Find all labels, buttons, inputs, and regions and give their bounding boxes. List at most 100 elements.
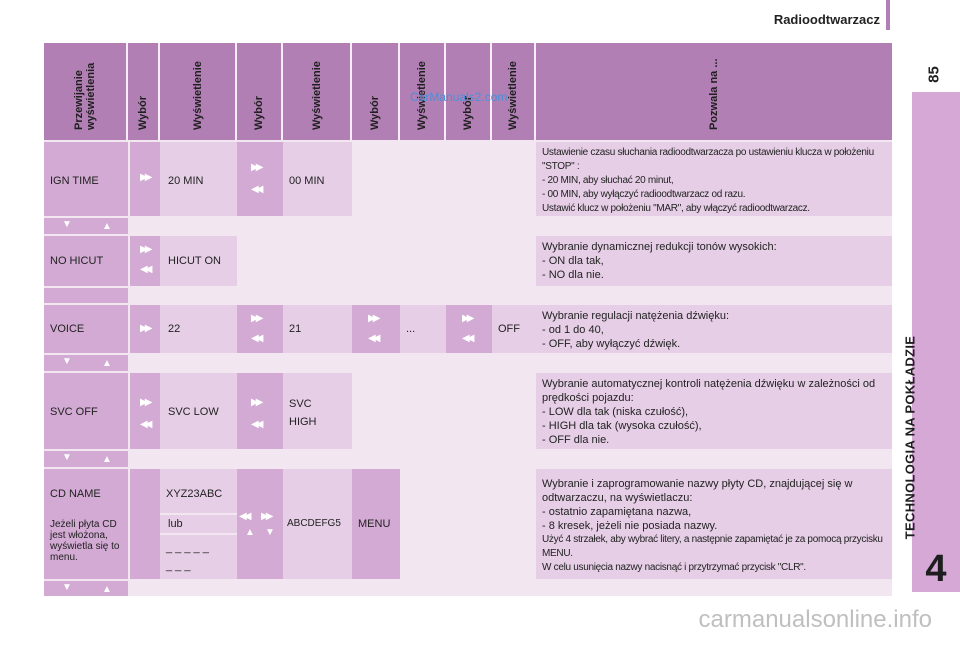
description-text: Wybranie i zaprogramowanie nazwy płyty C… [542,478,853,504]
row-name: SVC OFF [50,406,98,418]
scroll-cell: ▼ ▲ [44,581,128,596]
description-cell: Wybranie regulacji natężenia dźwięku: - … [536,305,892,353]
display-value: SVC [289,398,312,410]
rewind-icon: ◀◀ [239,511,252,522]
display-value: SVC LOW [168,406,219,418]
description-item: - 20 MIN, aby słuchać 20 minut, [542,175,674,186]
row-name-cell: CD NAME Jeżeli płyta CD jest włożona, wy… [44,469,128,579]
description-text: Wybranie dynamicznej redukcji tonów wyso… [542,241,777,253]
down-arrow-icon: ▼ [62,582,72,593]
display-value: HIGH [289,416,317,428]
col-header-display: Wyświetlenie [400,43,446,140]
display-cell: 20 MIN [160,142,237,216]
fast-forward-icon: ▶▶ [140,397,153,408]
down-arrow-icon: ▼ [62,452,72,463]
col-label: Wybór [253,95,265,130]
col-header-allows: Pozwala na ... [536,43,892,140]
display-value: HICUT ON [168,255,221,267]
select-cell: ▶▶ ◀◀ [130,373,160,449]
col-label: Wyświetlenie [310,61,323,130]
description-item: - HIGH dla tak (wysoka czułość), [542,420,702,432]
description-text: Ustawić klucz w położeniu "MAR", aby włą… [542,203,810,214]
up-arrow-icon: ▲ [102,454,112,465]
description-text: Użyć 4 strzałek, aby wybrać litery, a na… [542,534,883,559]
rewind-icon: ◀◀ [368,333,381,344]
col-header-display: Wyświetlenie [492,43,536,140]
display-value: XYZ23ABC [166,488,223,500]
col-label: Wyświetlenie [507,61,519,130]
select-cell: ◀◀ ▶▶ ▲ ▼ [237,469,283,579]
row-name: VOICE [50,323,85,335]
select-cell: ▶▶ ◀◀ [352,305,400,353]
or-label: lub [168,518,183,530]
rewind-icon: ◀◀ [251,333,264,344]
display-cell: ABCDEFG5 [283,469,352,579]
watermark-top: CarManuals2.com [410,90,508,104]
display-value: ... [406,323,416,335]
description-item: - NO dla nie. [542,269,604,281]
rewind-icon: ◀◀ [251,184,264,195]
col-header-display: Wyświetlenie [283,43,352,140]
row-name-cell: IGN TIME [44,142,128,216]
fast-forward-icon: ▶▶ [140,323,153,334]
display-cell: HICUT ON [160,236,237,286]
description-text: Ustawienie czasu słuchania radioodtwarza… [542,147,874,172]
col-header-select: Wybór [128,43,160,140]
scroll-cell [44,288,128,303]
display-cell: 21 [283,305,352,353]
description-cell: Wybranie automatycznej kontroli natężeni… [536,373,892,449]
row-note: Jeżeli płyta CD jest włożona, wyświetla … [50,519,120,563]
down-arrow-icon: ▼ [265,527,275,538]
watermark-bottom: carmanualsonline.info [698,606,932,633]
display-value: _ _ _ [166,560,191,572]
fast-forward-icon: ▶▶ [251,313,264,324]
description-cell: Wybranie i zaprogramowanie nazwy płyty C… [536,469,892,579]
select-cell: ▶▶ [130,142,160,216]
description-cell: Ustawienie czasu słuchania radioodtwarza… [536,142,892,216]
display-cell: ... [400,305,446,353]
display-value: OFF [498,323,520,335]
display-cell: 22 [160,305,237,353]
row-name-cell: NO HICUT [44,236,128,286]
display-cell: _ _ _ _ _ _ _ _ [160,535,237,579]
fast-forward-icon: ▶▶ [251,162,264,173]
chapter-number: 4 [925,548,947,590]
scroll-cell: ▼ ▲ [44,355,128,371]
col-header-select: Wybór [446,43,492,140]
header-bar [886,0,890,30]
up-arrow-icon: ▲ [102,584,112,595]
col-header-select: Wybór [237,43,283,140]
col-header-select: Wybór [352,43,400,140]
fast-forward-icon: ▶▶ [140,244,153,255]
col-label: Wybór [369,95,381,130]
description-item: - OFF, aby wyłączyć dźwięk. [542,338,681,350]
select-cell: ▶▶ ◀◀ [237,305,283,353]
select-cell [130,469,160,579]
down-arrow-icon: ▼ [62,356,72,367]
fast-forward-icon: ▶▶ [462,313,475,324]
col-label: Przewijanie wyświetlenia [73,62,97,130]
col-header-scroll: Przewijanie wyświetlenia [44,43,128,140]
select-cell: MENU [352,469,400,579]
header-title: Radioodtwarzacz [773,12,880,27]
down-arrow-icon: ▼ [62,219,72,230]
row-name: NO HICUT [50,255,104,267]
rewind-icon: ◀◀ [140,419,153,430]
display-value: 00 MIN [289,175,325,187]
scroll-cell: ▼ ▲ [44,451,128,467]
fast-forward-icon: ▶▶ [261,511,274,522]
up-arrow-icon: ▲ [102,358,112,369]
col-label: Wyświetlenie [191,61,204,130]
rewind-icon: ◀◀ [462,333,475,344]
description-text: Wybranie automatycznej kontroli natężeni… [542,378,876,404]
fast-forward-icon: ▶▶ [368,313,381,324]
page-number: 85 [925,66,943,83]
description-item: - OFF dla nie. [542,434,610,446]
up-arrow-icon: ▲ [245,527,255,538]
select-cell: ▶▶ ◀◀ [237,142,283,216]
col-header-display: Wyświetlenie [160,43,237,140]
select-cell: ▶▶ ◀◀ [130,236,160,286]
col-label: Wybór [137,95,149,130]
description-cell: Wybranie dynamicznej redukcji tonów wyso… [536,236,892,286]
row-name: CD NAME [50,488,101,500]
